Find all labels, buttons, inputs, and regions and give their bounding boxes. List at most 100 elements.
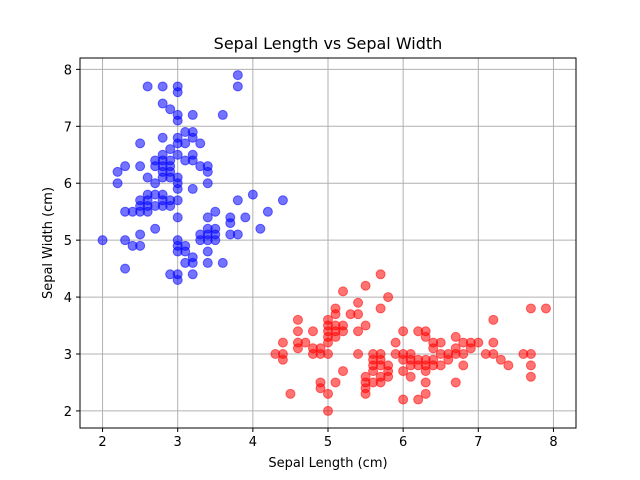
y-tick-label: 2 xyxy=(64,405,72,420)
data-point-series-1 xyxy=(135,240,146,251)
data-point-series-2 xyxy=(277,354,288,365)
data-point-series-2 xyxy=(450,377,461,388)
data-point-series-2 xyxy=(503,360,514,371)
data-point-series-2 xyxy=(450,331,461,342)
data-point-series-2 xyxy=(398,366,409,377)
x-tick-label: 6 xyxy=(399,435,407,450)
data-point-series-1 xyxy=(180,246,191,257)
data-point-series-1 xyxy=(142,172,153,183)
data-point-series-2 xyxy=(435,360,446,371)
data-point-series-1 xyxy=(202,246,213,257)
data-point-series-1 xyxy=(165,201,176,211)
y-tick-label: 8 xyxy=(64,63,72,78)
data-point-series-2 xyxy=(338,326,349,337)
x-tick-label: 3 xyxy=(174,435,182,450)
grid xyxy=(80,58,576,428)
data-point-series-1 xyxy=(217,109,228,120)
data-point-series-2 xyxy=(353,349,364,359)
data-point-series-1 xyxy=(217,257,228,268)
data-point-series-1 xyxy=(210,235,221,246)
data-point-series-1 xyxy=(135,138,146,149)
data-point-series-1 xyxy=(112,166,123,177)
data-point-series-1 xyxy=(187,257,198,268)
data-point-series-1 xyxy=(202,178,213,189)
data-point-series-2 xyxy=(435,337,446,348)
data-point-series-1 xyxy=(195,138,206,149)
x-tick-label: 5 xyxy=(324,435,332,450)
data-point-series-2 xyxy=(390,337,401,348)
data-point-series-2 xyxy=(525,360,536,371)
data-point-series-2 xyxy=(292,326,303,337)
data-point-series-1 xyxy=(150,178,161,189)
data-point-series-1 xyxy=(172,183,183,194)
data-point-series-2 xyxy=(323,337,333,348)
data-point-series-2 xyxy=(420,388,431,399)
data-point-series-1 xyxy=(202,212,213,223)
data-point-series-1 xyxy=(255,223,266,234)
data-point-series-2 xyxy=(338,366,349,377)
data-point-series-1 xyxy=(172,149,183,160)
data-point-series-2 xyxy=(330,309,341,320)
x-tick-label: 8 xyxy=(549,435,557,450)
data-point-series-1 xyxy=(202,257,213,268)
data-point-series-2 xyxy=(360,388,371,399)
data-point-series-2 xyxy=(353,309,364,320)
x-tick-label: 4 xyxy=(249,435,257,450)
data-point-series-1 xyxy=(157,98,168,109)
data-point-series-2 xyxy=(315,383,326,394)
data-point-series-1 xyxy=(187,183,198,194)
data-point-series-2 xyxy=(353,297,364,308)
y-tick-label: 5 xyxy=(64,234,72,249)
data-point-series-2 xyxy=(443,354,454,365)
data-point-series-2 xyxy=(405,371,416,382)
data-point-series-2 xyxy=(525,349,536,359)
data-point-series-1 xyxy=(135,229,146,240)
data-point-series-2 xyxy=(375,269,386,280)
data-point-series-2 xyxy=(323,405,333,416)
data-point-series-1 xyxy=(180,138,191,149)
data-point-series-1 xyxy=(165,144,176,155)
data-point-series-2 xyxy=(323,388,333,399)
data-point-series-1 xyxy=(187,132,198,143)
data-point-series-1 xyxy=(187,109,198,120)
chart-title: Sepal Length vs Sepal Width xyxy=(214,34,443,53)
data-point-series-2 xyxy=(383,371,394,382)
data-point-series-2 xyxy=(458,349,469,359)
data-point-series-1 xyxy=(157,81,168,92)
data-point-series-1 xyxy=(232,195,243,206)
data-point-series-2 xyxy=(540,303,551,314)
x-axis-label: Sepal Length (cm) xyxy=(268,456,387,471)
data-point-series-1 xyxy=(172,212,183,223)
y-axis-label: Sepal Width (cm) xyxy=(41,187,56,299)
data-point-series-2 xyxy=(307,326,318,337)
data-point-series-1 xyxy=(172,195,183,206)
data-point-series-1 xyxy=(172,115,183,126)
data-point-series-2 xyxy=(525,303,536,314)
data-point-series-1 xyxy=(165,104,176,115)
data-point-series-2 xyxy=(465,343,476,354)
data-point-series-1 xyxy=(120,161,131,172)
data-point-series-2 xyxy=(383,292,394,303)
data-point-series-1 xyxy=(277,195,288,206)
y-tick-label: 7 xyxy=(64,120,72,135)
data-point-series-1 xyxy=(232,70,243,81)
x-tick-label: 2 xyxy=(98,435,106,450)
data-point-series-2 xyxy=(285,388,296,399)
data-point-series-2 xyxy=(375,377,386,388)
data-point-series-2 xyxy=(323,349,333,359)
data-point-series-2 xyxy=(353,326,364,337)
data-point-series-2 xyxy=(458,360,469,371)
data-point-series-1 xyxy=(172,87,183,98)
y-tick-label: 4 xyxy=(64,291,72,306)
data-point-series-2 xyxy=(398,326,409,337)
y-tick-label: 3 xyxy=(64,348,72,363)
data-point-series-2 xyxy=(292,343,303,354)
data-point-series-1 xyxy=(142,81,153,92)
data-point-series-1 xyxy=(225,218,236,229)
data-point-series-1 xyxy=(202,166,213,177)
data-point-series-2 xyxy=(420,366,431,377)
data-point-series-1 xyxy=(210,206,221,217)
data-point-series-1 xyxy=(157,132,168,143)
data-point-series-2 xyxy=(338,286,349,297)
data-point-series-1 xyxy=(247,189,258,200)
